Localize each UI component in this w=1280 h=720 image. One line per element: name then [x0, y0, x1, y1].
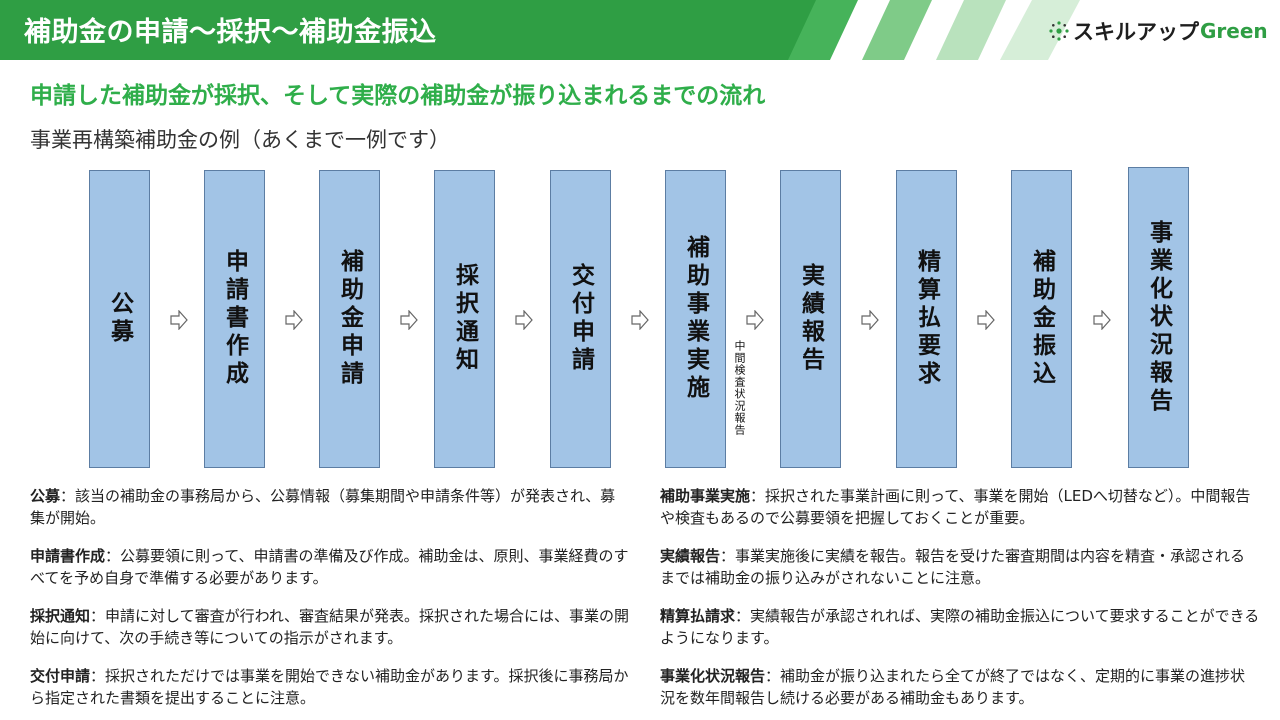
step-label: 採択通知	[451, 263, 478, 375]
header-bar: 補助金の申請〜採択〜補助金振込 スキルアップ Green	[0, 0, 1280, 60]
header-stripe	[936, 0, 1006, 60]
description-text: ：該当の補助金の事務局から、公募情報（募集期間や申請条件等）が発表され、募集が開…	[30, 487, 616, 527]
description-term: 補助事業実施	[660, 487, 751, 505]
step-label: 公募	[106, 291, 133, 347]
step-box-commercialization-report: 事業化状況報告	[1128, 167, 1189, 468]
arrow-right-icon	[285, 310, 303, 330]
description-item: 精算払請求：実績報告が承認されれば、実際の補助金振込について要求することができる…	[660, 605, 1260, 649]
page-title: 補助金の申請〜採択〜補助金振込	[24, 17, 437, 48]
step-box-grant-application: 交付申請	[550, 170, 611, 468]
brand-logo: スキルアップ Green	[1048, 16, 1268, 46]
step-box-results-report: 実績報告	[780, 170, 841, 468]
description-text: ：補助金が振り込まれたら全てが終了ではなく、定期的に事業の進捗状況を数年間報告し…	[660, 667, 1246, 707]
step-box-koubo: 公募	[89, 170, 150, 468]
header-stripe	[862, 0, 932, 60]
arrow-right-icon	[977, 310, 995, 330]
section-subtitle: 申請した補助金が採択、そして実際の補助金が振り込まれるまでの流れ	[30, 83, 766, 109]
step-label: 補助事業実施	[682, 235, 709, 403]
step-label: 交付申請	[567, 263, 594, 375]
step-box-settlement-request: 精算払要求	[896, 170, 957, 468]
arrow-right-icon	[746, 310, 764, 330]
description-text: ：申請に対して審査が行われ、審査結果が発表。採択された場合には、事業の開始に向け…	[30, 607, 629, 647]
logo-text-jp: スキルアップ	[1073, 20, 1199, 44]
example-caption: 事業再構築補助金の例（あくまで一例です）	[30, 128, 450, 152]
sparkle-icon	[1049, 21, 1069, 41]
arrow-right-icon	[861, 310, 879, 330]
step-label: 精算払要求	[913, 249, 940, 389]
description-term: 申請書作成	[30, 547, 106, 565]
description-item: 補助事業実施：採択された事業計画に則って、事業を開始（LEDへ切替など）。中間報…	[660, 485, 1260, 529]
header-green-band	[0, 0, 850, 60]
step-label: 補助金振込	[1028, 249, 1055, 389]
description-term: 精算払請求	[660, 607, 736, 625]
description-term: 公募	[30, 487, 61, 505]
description-term: 採択通知	[30, 607, 91, 625]
description-item: 事業化状況報告：補助金が振り込まれたら全てが終了ではなく、定期的に事業の進捗状況…	[660, 665, 1260, 709]
description-item: 採択通知：申請に対して審査が行われ、審査結果が発表。採択された場合には、事業の開…	[30, 605, 630, 649]
description-term: 交付申請	[30, 667, 91, 685]
arrow-right-icon	[1093, 310, 1111, 330]
step-label: 実績報告	[797, 263, 824, 375]
step-box-project-execution: 補助事業実施	[665, 170, 726, 468]
description-text: ：事業実施後に実績を報告。報告を受けた審査期間は内容を精査・承認されるまでは補助…	[660, 547, 1246, 587]
description-item: 申請書作成：公募要領に則って、申請書の準備及び作成。補助金は、原則、事業経費のす…	[30, 545, 630, 589]
arrow-right-icon	[631, 310, 649, 330]
logo-text-en: Green	[1200, 19, 1268, 43]
step-box-application-prep: 申請書作成	[204, 170, 265, 468]
arrow-right-icon	[170, 310, 188, 330]
description-term: 実績報告	[660, 547, 721, 565]
arrow-right-icon	[515, 310, 533, 330]
step-box-adoption-notice: 採択通知	[434, 170, 495, 468]
step-label: 事業化状況報告	[1145, 219, 1172, 416]
description-text: ：実績報告が承認されれば、実際の補助金振込について要求することができるようになり…	[660, 607, 1260, 647]
interim-inspection-note: 中間検査状況報告	[733, 340, 746, 436]
description-text: ：採択されただけでは事業を開始できない補助金があります。採択後に事務局から指定さ…	[30, 667, 629, 707]
description-item: 交付申請：採択されただけでは事業を開始できない補助金があります。採択後に事務局か…	[30, 665, 630, 709]
description-text: ：採択された事業計画に則って、事業を開始（LEDへ切替など）。中間報告や検査もあ…	[660, 487, 1251, 527]
description-item: 実績報告：事業実施後に実績を報告。報告を受けた審査期間は内容を精査・承認されるま…	[660, 545, 1260, 589]
step-label: 申請書作成	[221, 249, 248, 389]
step-label: 補助金申請	[336, 249, 363, 389]
step-box-subsidy-transfer: 補助金振込	[1011, 170, 1072, 468]
description-term: 事業化状況報告	[660, 667, 766, 685]
step-box-subsidy-application: 補助金申請	[319, 170, 380, 468]
description-text: ：公募要領に則って、申請書の準備及び作成。補助金は、原則、事業経費のすべてを予め…	[30, 547, 629, 587]
description-item: 公募：該当の補助金の事務局から、公募情報（募集期間や申請条件等）が発表され、募集…	[30, 485, 630, 529]
arrow-right-icon	[400, 310, 418, 330]
